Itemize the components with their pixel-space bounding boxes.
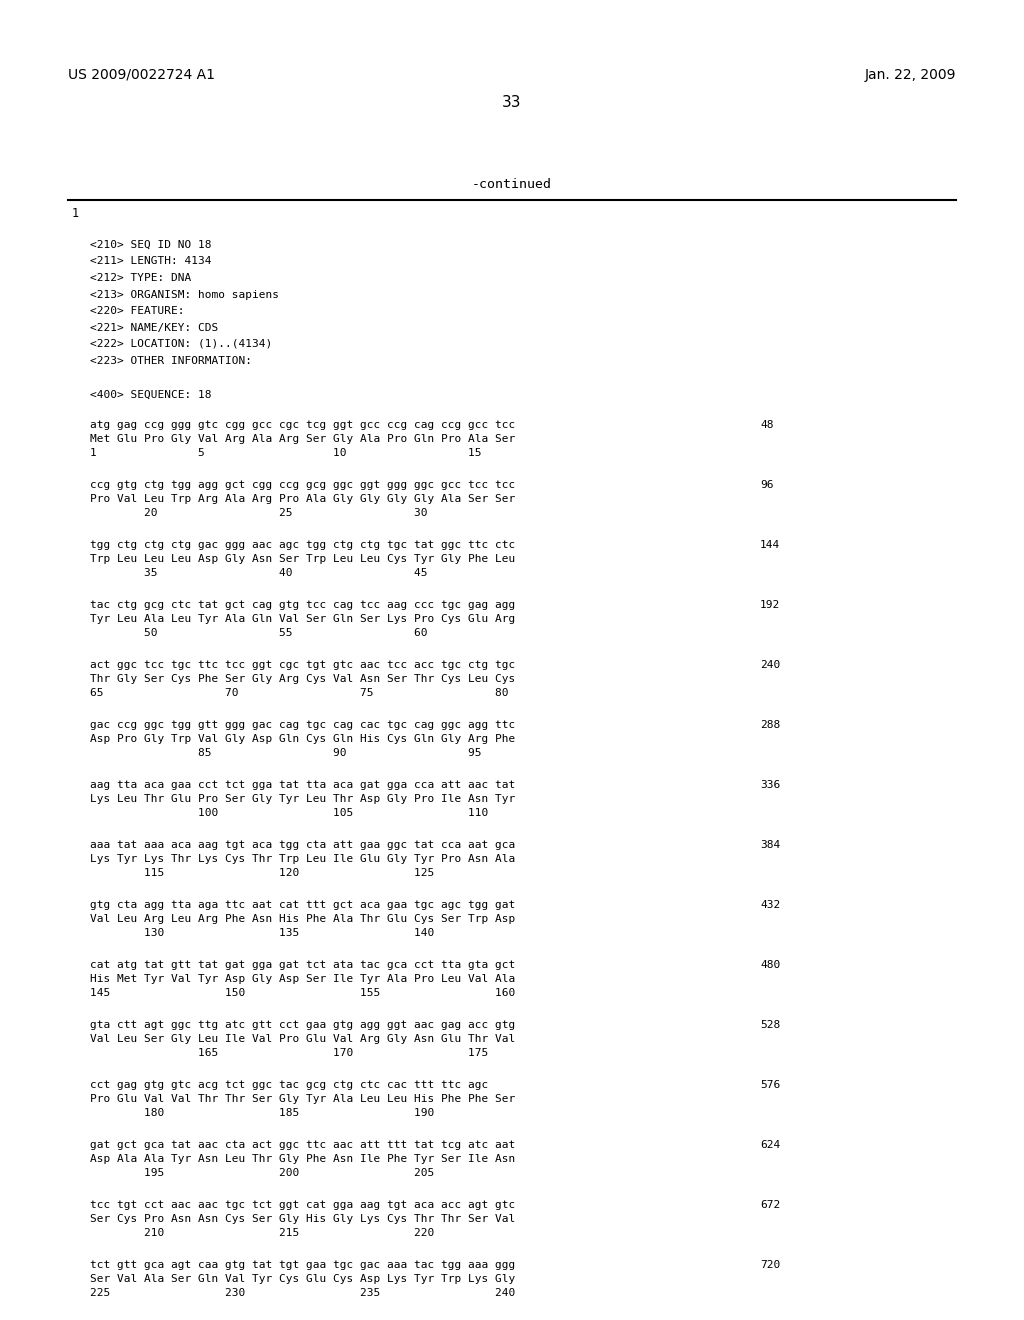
Text: Ser Val Ala Ser Gln Val Tyr Cys Glu Cys Asp Lys Tyr Trp Lys Gly: Ser Val Ala Ser Gln Val Tyr Cys Glu Cys … xyxy=(90,1274,515,1284)
Text: Pro Val Leu Trp Arg Ala Arg Pro Ala Gly Gly Gly Gly Ala Ser Ser: Pro Val Leu Trp Arg Ala Arg Pro Ala Gly … xyxy=(90,494,515,504)
Text: tct gtt gca agt caa gtg tat tgt gaa tgc gac aaa tac tgg aaa ggg: tct gtt gca agt caa gtg tat tgt gaa tgc … xyxy=(90,1261,515,1270)
Text: 50                  55                  60: 50 55 60 xyxy=(90,628,427,638)
Text: 115                 120                 125: 115 120 125 xyxy=(90,869,434,878)
Text: 1: 1 xyxy=(72,207,79,220)
Text: act ggc tcc tgc ttc tcc ggt cgc tgt gtc aac tcc acc tgc ctg tgc: act ggc tcc tgc ttc tcc ggt cgc tgt gtc … xyxy=(90,660,515,671)
Text: Lys Tyr Lys Thr Lys Cys Thr Trp Leu Ile Glu Gly Tyr Pro Asn Ala: Lys Tyr Lys Thr Lys Cys Thr Trp Leu Ile … xyxy=(90,854,515,865)
Text: 480: 480 xyxy=(760,960,780,970)
Text: 35                  40                  45: 35 40 45 xyxy=(90,568,427,578)
Text: 1               5                   10                  15: 1 5 10 15 xyxy=(90,447,481,458)
Text: 432: 432 xyxy=(760,900,780,909)
Text: <210> SEQ ID NO 18: <210> SEQ ID NO 18 xyxy=(90,240,212,249)
Text: <211> LENGTH: 4134: <211> LENGTH: 4134 xyxy=(90,256,212,267)
Text: 144: 144 xyxy=(760,540,780,550)
Text: 33: 33 xyxy=(502,95,522,110)
Text: 65                  70                  75                  80: 65 70 75 80 xyxy=(90,688,509,698)
Text: <223> OTHER INFORMATION:: <223> OTHER INFORMATION: xyxy=(90,355,252,366)
Text: Trp Leu Leu Leu Asp Gly Asn Ser Trp Leu Leu Cys Tyr Gly Phe Leu: Trp Leu Leu Leu Asp Gly Asn Ser Trp Leu … xyxy=(90,554,515,564)
Text: Asp Ala Ala Tyr Asn Leu Thr Gly Phe Asn Ile Phe Tyr Ser Ile Asn: Asp Ala Ala Tyr Asn Leu Thr Gly Phe Asn … xyxy=(90,1154,515,1164)
Text: <213> ORGANISM: homo sapiens: <213> ORGANISM: homo sapiens xyxy=(90,289,279,300)
Text: 96: 96 xyxy=(760,480,773,490)
Text: 130                 135                 140: 130 135 140 xyxy=(90,928,434,939)
Text: Jan. 22, 2009: Jan. 22, 2009 xyxy=(864,69,956,82)
Text: 195                 200                 205: 195 200 205 xyxy=(90,1168,434,1177)
Text: <212> TYPE: DNA: <212> TYPE: DNA xyxy=(90,273,191,282)
Text: tgg ctg ctg ctg gac ggg aac agc tgg ctg ctg tgc tat ggc ttc ctc: tgg ctg ctg ctg gac ggg aac agc tgg ctg … xyxy=(90,540,515,550)
Text: US 2009/0022724 A1: US 2009/0022724 A1 xyxy=(68,69,215,82)
Text: tcc tgt cct aac aac tgc tct ggt cat gga aag tgt aca acc agt gtc: tcc tgt cct aac aac tgc tct ggt cat gga … xyxy=(90,1200,515,1210)
Text: 145                 150                 155                 160: 145 150 155 160 xyxy=(90,987,515,998)
Text: 720: 720 xyxy=(760,1261,780,1270)
Text: 180                 185                 190: 180 185 190 xyxy=(90,1107,434,1118)
Text: gat gct gca tat aac cta act ggc ttc aac att ttt tat tcg atc aat: gat gct gca tat aac cta act ggc ttc aac … xyxy=(90,1140,515,1150)
Text: <221> NAME/KEY: CDS: <221> NAME/KEY: CDS xyxy=(90,322,218,333)
Text: gac ccg ggc tgg gtt ggg gac cag tgc cag cac tgc cag ggc agg ttc: gac ccg ggc tgg gtt ggg gac cag tgc cag … xyxy=(90,719,515,730)
Text: <222> LOCATION: (1)..(4134): <222> LOCATION: (1)..(4134) xyxy=(90,339,272,348)
Text: 384: 384 xyxy=(760,840,780,850)
Text: 624: 624 xyxy=(760,1140,780,1150)
Text: Asp Pro Gly Trp Val Gly Asp Gln Cys Gln His Cys Gln Gly Arg Phe: Asp Pro Gly Trp Val Gly Asp Gln Cys Gln … xyxy=(90,734,515,744)
Text: gtg cta agg tta aga ttc aat cat ttt gct aca gaa tgc agc tgg gat: gtg cta agg tta aga ttc aat cat ttt gct … xyxy=(90,900,515,909)
Text: 48: 48 xyxy=(760,420,773,430)
Text: Val Leu Arg Leu Arg Phe Asn His Phe Ala Thr Glu Cys Ser Trp Asp: Val Leu Arg Leu Arg Phe Asn His Phe Ala … xyxy=(90,913,515,924)
Text: 210                 215                 220: 210 215 220 xyxy=(90,1228,434,1238)
Text: atg gag ccg ggg gtc cgg gcc cgc tcg ggt gcc ccg cag ccg gcc tcc: atg gag ccg ggg gtc cgg gcc cgc tcg ggt … xyxy=(90,420,515,430)
Text: 336: 336 xyxy=(760,780,780,789)
Text: Tyr Leu Ala Leu Tyr Ala Gln Val Ser Gln Ser Lys Pro Cys Glu Arg: Tyr Leu Ala Leu Tyr Ala Gln Val Ser Gln … xyxy=(90,614,515,624)
Text: 85                  90                  95: 85 90 95 xyxy=(90,748,481,758)
Text: cct gag gtg gtc acg tct ggc tac gcg ctg ctc cac ttt ttc agc: cct gag gtg gtc acg tct ggc tac gcg ctg … xyxy=(90,1080,488,1090)
Text: gta ctt agt ggc ttg atc gtt cct gaa gtg agg ggt aac gag acc gtg: gta ctt agt ggc ttg atc gtt cct gaa gtg … xyxy=(90,1020,515,1030)
Text: Thr Gly Ser Cys Phe Ser Gly Arg Cys Val Asn Ser Thr Cys Leu Cys: Thr Gly Ser Cys Phe Ser Gly Arg Cys Val … xyxy=(90,675,515,684)
Text: Ser Cys Pro Asn Asn Cys Ser Gly His Gly Lys Cys Thr Thr Ser Val: Ser Cys Pro Asn Asn Cys Ser Gly His Gly … xyxy=(90,1214,515,1224)
Text: His Met Tyr Val Tyr Asp Gly Asp Ser Ile Tyr Ala Pro Leu Val Ala: His Met Tyr Val Tyr Asp Gly Asp Ser Ile … xyxy=(90,974,515,983)
Text: 672: 672 xyxy=(760,1200,780,1210)
Text: 225                 230                 235                 240: 225 230 235 240 xyxy=(90,1288,515,1298)
Text: aaa tat aaa aca aag tgt aca tgg cta att gaa ggc tat cca aat gca: aaa tat aaa aca aag tgt aca tgg cta att … xyxy=(90,840,515,850)
Text: ccg gtg ctg tgg agg gct cgg ccg gcg ggc ggt ggg ggc gcc tcc tcc: ccg gtg ctg tgg agg gct cgg ccg gcg ggc … xyxy=(90,480,515,490)
Text: tac ctg gcg ctc tat gct cag gtg tcc cag tcc aag ccc tgc gag agg: tac ctg gcg ctc tat gct cag gtg tcc cag … xyxy=(90,601,515,610)
Text: -continued: -continued xyxy=(472,178,552,191)
Text: Lys Leu Thr Glu Pro Ser Gly Tyr Leu Thr Asp Gly Pro Ile Asn Tyr: Lys Leu Thr Glu Pro Ser Gly Tyr Leu Thr … xyxy=(90,795,515,804)
Text: Val Leu Ser Gly Leu Ile Val Pro Glu Val Arg Gly Asn Glu Thr Val: Val Leu Ser Gly Leu Ile Val Pro Glu Val … xyxy=(90,1034,515,1044)
Text: 576: 576 xyxy=(760,1080,780,1090)
Text: 20                  25                  30: 20 25 30 xyxy=(90,508,427,517)
Text: 192: 192 xyxy=(760,601,780,610)
Text: aag tta aca gaa cct tct gga tat tta aca gat gga cca att aac tat: aag tta aca gaa cct tct gga tat tta aca … xyxy=(90,780,515,789)
Text: cat atg tat gtt tat gat gga gat tct ata tac gca cct tta gta gct: cat atg tat gtt tat gat gga gat tct ata … xyxy=(90,960,515,970)
Text: 240: 240 xyxy=(760,660,780,671)
Text: 288: 288 xyxy=(760,719,780,730)
Text: Met Glu Pro Gly Val Arg Ala Arg Ser Gly Ala Pro Gln Pro Ala Ser: Met Glu Pro Gly Val Arg Ala Arg Ser Gly … xyxy=(90,434,515,444)
Text: 165                 170                 175: 165 170 175 xyxy=(90,1048,488,1059)
Text: 100                 105                 110: 100 105 110 xyxy=(90,808,488,818)
Text: 528: 528 xyxy=(760,1020,780,1030)
Text: <220> FEATURE:: <220> FEATURE: xyxy=(90,306,184,315)
Text: Pro Glu Val Val Thr Thr Ser Gly Tyr Ala Leu Leu His Phe Phe Ser: Pro Glu Val Val Thr Thr Ser Gly Tyr Ala … xyxy=(90,1094,515,1104)
Text: <400> SEQUENCE: 18: <400> SEQUENCE: 18 xyxy=(90,389,212,400)
